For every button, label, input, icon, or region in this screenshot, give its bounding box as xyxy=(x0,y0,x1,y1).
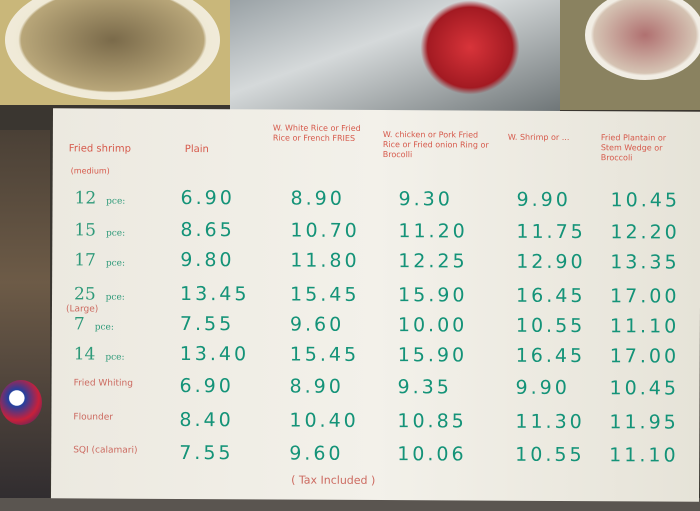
row-label: SQI (calamari) xyxy=(73,445,153,455)
left-wall xyxy=(0,130,50,511)
price-cell: 15.90 xyxy=(397,344,468,367)
price-cell: 12.90 xyxy=(516,250,586,274)
counter-edge xyxy=(0,498,700,511)
food-plate xyxy=(585,0,700,80)
price-cell: 10.85 xyxy=(397,410,467,433)
price-cell: 6.90 xyxy=(179,374,234,398)
row-label: Flounder xyxy=(73,412,153,422)
price-cell: 11.80 xyxy=(290,249,360,272)
price-cell: 6.90 xyxy=(180,186,235,210)
price-cell: 11.10 xyxy=(609,315,680,338)
price-cell: 17.00 xyxy=(609,345,680,368)
price-cell: 13.35 xyxy=(610,251,680,274)
price-cell: 11.75 xyxy=(516,220,586,244)
price-cell: 9.60 xyxy=(289,442,344,465)
price-cell: 15.90 xyxy=(397,284,468,307)
price-cell: 7.55 xyxy=(179,441,234,465)
price-cell: 10.00 xyxy=(397,314,468,337)
row-unit: pce: xyxy=(105,228,126,239)
row-unit: pce: xyxy=(105,292,125,303)
price-cell: 11.30 xyxy=(515,410,585,434)
price-cell: 10.06 xyxy=(397,443,467,466)
row-label: 12 pce: xyxy=(75,188,126,208)
price-cell: 9.80 xyxy=(180,248,235,272)
price-cell: 16.45 xyxy=(515,344,586,368)
red-paper-decoration xyxy=(420,0,520,95)
header-col3: W. chicken or Pork Fried Rice or Fried o… xyxy=(382,130,489,160)
price-cell: 9.60 xyxy=(289,313,345,336)
row-count: 15 xyxy=(74,220,97,241)
row-label: 17 pce: xyxy=(74,250,125,270)
price-cell: 12.25 xyxy=(398,250,468,273)
price-cell: 10.70 xyxy=(290,219,360,242)
header-plain: Plain xyxy=(184,143,209,156)
row-count: 7 xyxy=(73,314,85,335)
price-cell: 9.35 xyxy=(397,376,452,399)
price-cell: 8.65 xyxy=(180,218,235,242)
price-cell: 7.55 xyxy=(179,312,235,336)
row-unit: pce: xyxy=(105,258,126,269)
row-count: 12 xyxy=(74,188,97,209)
row-unit: pce: xyxy=(94,322,114,333)
header-col5: Fried Plantain or Stem Wedge or Broccoli xyxy=(600,133,667,163)
row-unit: pce: xyxy=(105,352,125,363)
row-count: Fried Whiting xyxy=(73,378,134,389)
price-cell: 13.40 xyxy=(179,342,250,366)
row-label: 7 pce: xyxy=(74,314,114,334)
price-cell: 11.20 xyxy=(398,220,468,243)
price-cell: 10.55 xyxy=(515,443,585,467)
header-item: Fried shrimp xyxy=(68,143,131,155)
noodle-plate xyxy=(5,0,220,100)
price-cell: 8.90 xyxy=(290,187,345,210)
header-col4: W. Shrimp or ... xyxy=(507,132,570,143)
row-unit: pce: xyxy=(106,196,126,207)
row-label: 14 pce: xyxy=(74,344,125,364)
price-cell: 10.45 xyxy=(610,189,681,212)
price-cell: 11.95 xyxy=(609,411,679,434)
price-cell: 15.45 xyxy=(289,343,360,366)
row-label: 15 pce: xyxy=(74,220,125,240)
price-cell: 8.40 xyxy=(179,408,234,432)
price-cell: 17.00 xyxy=(609,285,680,308)
price-cell: 10.45 xyxy=(609,377,680,400)
price-cell: 10.40 xyxy=(289,409,359,432)
header-size-note: (medium) xyxy=(70,166,110,176)
price-cell: 9.30 xyxy=(398,188,453,211)
large-note: (Large) xyxy=(65,304,99,315)
row-label: 25 pce: xyxy=(74,284,125,304)
row-count: Flounder xyxy=(73,412,113,423)
price-cell: 10.55 xyxy=(515,314,586,338)
menu-sheet: Fried shrimp (medium) Plain W. White Ric… xyxy=(50,108,700,502)
price-cell: 9.90 xyxy=(516,188,571,212)
price-cell: 15.45 xyxy=(289,283,360,306)
price-cell: 8.90 xyxy=(289,375,344,398)
pepsi-logo xyxy=(0,380,42,425)
row-count: 25 xyxy=(73,284,96,305)
price-cell: 11.10 xyxy=(609,444,679,467)
row-label: Fried Whiting xyxy=(74,378,154,388)
tax-note: ( Tax Included ) xyxy=(291,473,376,487)
row-count: 14 xyxy=(73,344,96,365)
price-cell: 13.45 xyxy=(179,282,250,306)
price-cell: 12.20 xyxy=(610,221,680,244)
price-cell: 9.90 xyxy=(515,376,570,400)
header-col2: W. White Rice or Fried Rice or French FR… xyxy=(272,123,361,143)
row-count: 17 xyxy=(74,250,96,271)
price-cell: 16.45 xyxy=(515,284,586,308)
row-count: SQI (calamari) xyxy=(73,445,138,456)
